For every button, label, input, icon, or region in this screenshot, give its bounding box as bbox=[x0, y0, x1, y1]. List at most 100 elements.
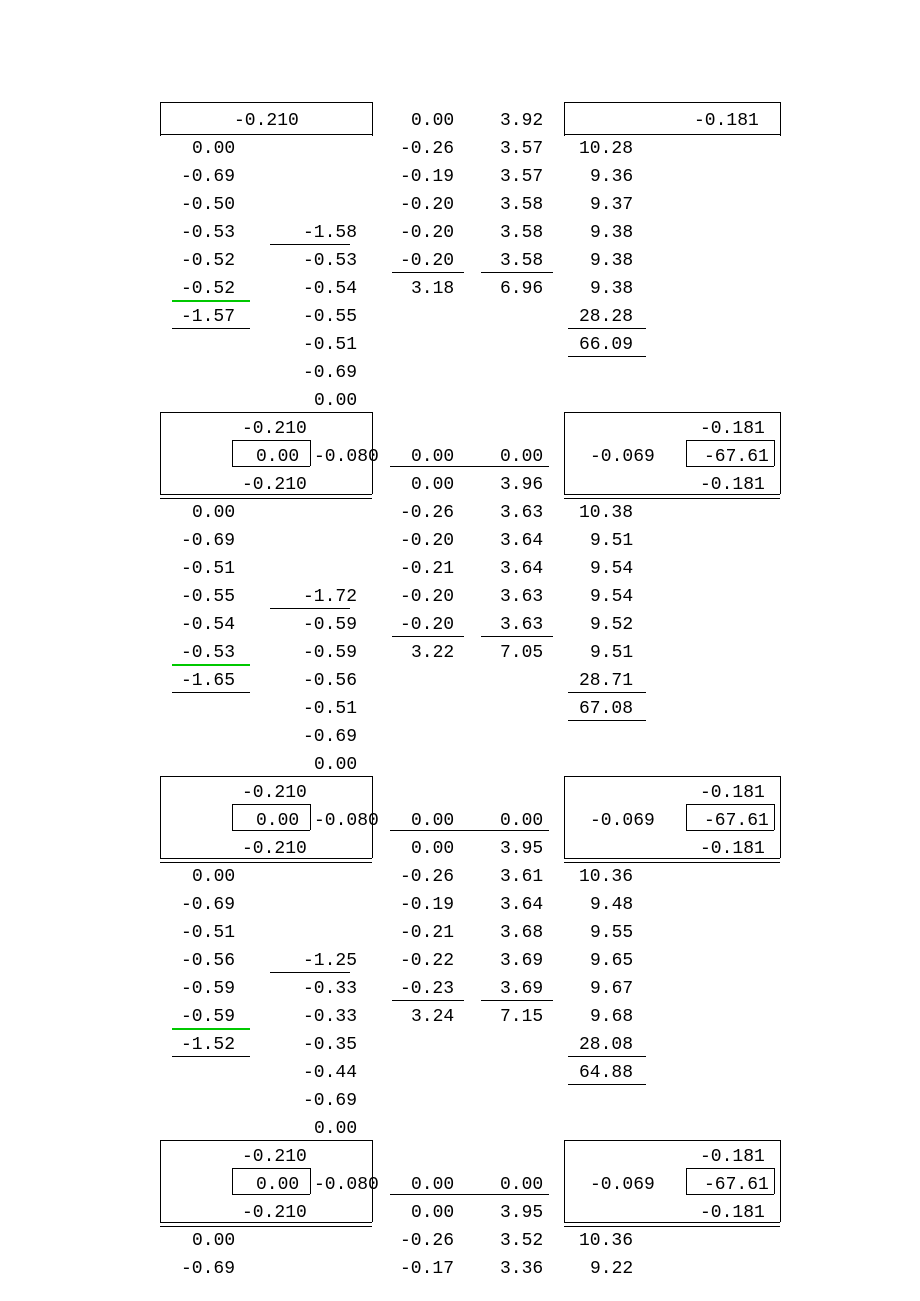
horizontal-rule bbox=[160, 1226, 372, 1227]
horizontal-rule bbox=[568, 1056, 646, 1057]
b2.c4.2: 3.64 bbox=[500, 560, 543, 578]
b3.box.m: 0.00 bbox=[256, 1176, 299, 1194]
b2.c3.5: 3.22 bbox=[411, 644, 454, 662]
b1.c1.4: -0.52 bbox=[181, 252, 235, 270]
horizontal-rule bbox=[564, 498, 780, 499]
b2.c1.5: -0.53 bbox=[181, 644, 235, 662]
b2.c3.1: -0.20 bbox=[400, 532, 454, 550]
b3.box.c3: 0.00 bbox=[411, 1176, 454, 1194]
b3.c5.6: 28.08 bbox=[579, 1036, 633, 1054]
b2.box.rm: -67.61 bbox=[704, 812, 769, 830]
horizontal-rule bbox=[564, 862, 780, 863]
b2.box.c4: 0.00 bbox=[500, 812, 543, 830]
b2.box.m: 0.00 bbox=[256, 812, 299, 830]
vertical-rule bbox=[310, 1168, 311, 1194]
b1.c5.0: 10.28 bbox=[579, 140, 633, 158]
b3.c5.4: 9.67 bbox=[590, 980, 633, 998]
horizontal-rule bbox=[568, 1084, 646, 1085]
b3.box.c4: 0.00 bbox=[500, 1176, 543, 1194]
vertical-rule bbox=[232, 804, 233, 830]
horizontal-rule bbox=[568, 328, 646, 329]
b1.c1.3: -0.53 bbox=[181, 224, 235, 242]
b1.c2.5: 0.00 bbox=[314, 392, 357, 410]
horizontal-rule bbox=[686, 1168, 774, 1169]
b1.c5.5: 9.38 bbox=[590, 280, 633, 298]
b1.top.e: -0.181 bbox=[694, 112, 759, 130]
b2.top.c3: 0.00 bbox=[411, 476, 454, 494]
green-rule bbox=[172, 300, 250, 302]
tail.c5.0: 10.36 bbox=[579, 1232, 633, 1250]
horizontal-rule bbox=[481, 636, 553, 637]
b3.c4.2: 3.68 bbox=[500, 924, 543, 942]
b3.c3.3: -0.22 bbox=[400, 952, 454, 970]
b2.c5.0: 10.38 bbox=[579, 504, 633, 522]
tail.c5.1: 9.22 bbox=[590, 1260, 633, 1278]
b3.c4.4: 3.69 bbox=[500, 980, 543, 998]
b3.box.b: -0.210 bbox=[242, 1204, 307, 1222]
b3.c5.3: 9.65 bbox=[590, 952, 633, 970]
horizontal-rule bbox=[564, 412, 780, 413]
b1.c5.3: 9.38 bbox=[590, 224, 633, 242]
horizontal-rule bbox=[160, 498, 372, 499]
b3.c2top: -1.25 bbox=[303, 952, 357, 970]
b2.c2.3: -0.51 bbox=[303, 700, 357, 718]
b1.c2top: -1.58 bbox=[303, 224, 357, 242]
horizontal-rule bbox=[686, 440, 774, 441]
green-rule bbox=[172, 664, 250, 666]
b1.c5.6: 28.28 bbox=[579, 308, 633, 326]
horizontal-rule bbox=[392, 1000, 464, 1001]
vertical-rule bbox=[774, 440, 775, 466]
b1.c4.3: 3.58 bbox=[500, 224, 543, 242]
b1.box.rm: -67.61 bbox=[704, 448, 769, 466]
b1.c5.2: 9.37 bbox=[590, 196, 633, 214]
b3.top.c4: 3.95 bbox=[500, 840, 543, 858]
horizontal-rule bbox=[568, 720, 646, 721]
vertical-rule bbox=[780, 1140, 781, 1222]
vertical-rule bbox=[780, 776, 781, 858]
b2.c1.1: -0.69 bbox=[181, 532, 235, 550]
b1.c5.4: 9.38 bbox=[590, 252, 633, 270]
b2.box.c3: 0.00 bbox=[411, 812, 454, 830]
tail.c3.0: -0.26 bbox=[400, 1232, 454, 1250]
b2.c1.6: -1.65 bbox=[181, 672, 235, 690]
b3.c1.1: -0.69 bbox=[181, 896, 235, 914]
b1.box.r: -0.080 bbox=[314, 448, 379, 466]
b2.c2.4: -0.69 bbox=[303, 728, 357, 746]
b2.box.b: -0.210 bbox=[242, 840, 307, 858]
horizontal-rule bbox=[172, 1056, 250, 1057]
vertical-rule bbox=[564, 412, 565, 494]
green-rule bbox=[172, 1028, 250, 1030]
b2.c5.7: 67.08 bbox=[579, 700, 633, 718]
b3.c5.7: 64.88 bbox=[579, 1064, 633, 1082]
horizontal-rule bbox=[160, 412, 372, 413]
horizontal-rule bbox=[392, 272, 464, 273]
b2.c3.3: -0.20 bbox=[400, 588, 454, 606]
horizontal-rule bbox=[390, 466, 549, 467]
b3.c2.3: -0.44 bbox=[303, 1064, 357, 1082]
b1.box.rb: -0.181 bbox=[700, 476, 765, 494]
b3.c2.1: -0.33 bbox=[303, 1008, 357, 1026]
b2.c1.0: 0.00 bbox=[192, 504, 235, 522]
vertical-rule bbox=[686, 1168, 687, 1194]
b3.c1.5: -0.59 bbox=[181, 1008, 235, 1026]
b1.box.rl: -0.069 bbox=[590, 448, 655, 466]
b3.c2.0: -0.33 bbox=[303, 980, 357, 998]
b1.top.c4: 3.92 bbox=[500, 112, 543, 130]
b2.c2top: -1.72 bbox=[303, 588, 357, 606]
vertical-rule bbox=[564, 102, 565, 136]
b1.c2.1: -0.54 bbox=[303, 280, 357, 298]
horizontal-rule bbox=[390, 830, 549, 831]
vertical-rule bbox=[310, 440, 311, 466]
b3.box.rl: -0.069 bbox=[590, 1176, 655, 1194]
b2.c4.3: 3.63 bbox=[500, 588, 543, 606]
b2.c3.4: -0.20 bbox=[400, 616, 454, 634]
b1.c1.0: 0.00 bbox=[192, 140, 235, 158]
b1.box.b: -0.210 bbox=[242, 476, 307, 494]
b2.c5.6: 28.71 bbox=[579, 672, 633, 690]
b3.c4.3: 3.69 bbox=[500, 952, 543, 970]
b2.c2.5: 0.00 bbox=[314, 756, 357, 774]
b1.c3.1: -0.19 bbox=[400, 168, 454, 186]
horizontal-rule bbox=[160, 1140, 372, 1141]
b2.c5.2: 9.54 bbox=[590, 560, 633, 578]
b2.c4.1: 3.64 bbox=[500, 532, 543, 550]
